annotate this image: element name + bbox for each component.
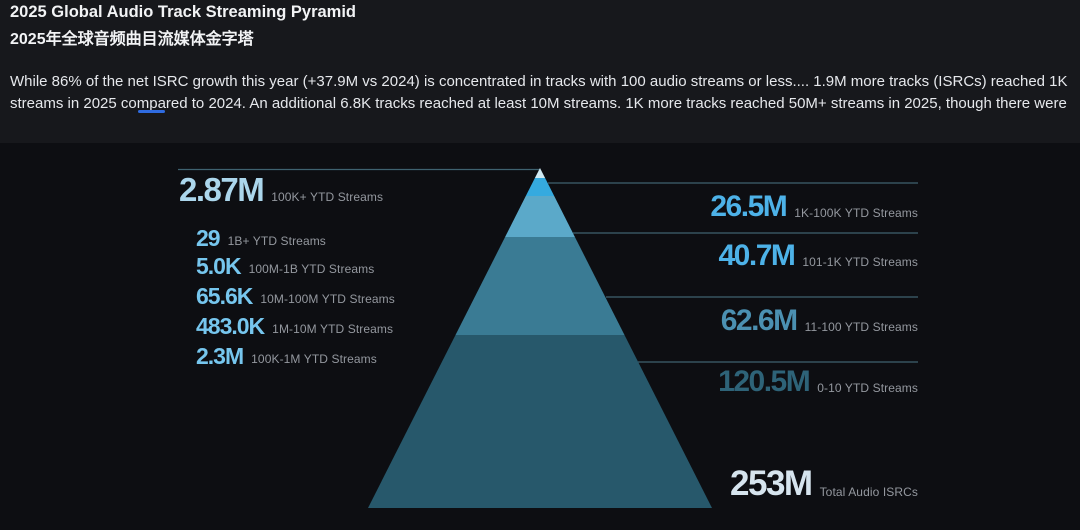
callout-1m-10m-label: 1M-10M YTD Streams bbox=[272, 322, 394, 336]
callout-total-value: 253M bbox=[730, 464, 813, 503]
callout-101-1k-label: 101-1K YTD Streams bbox=[802, 255, 918, 269]
callout-100kplus-label: 100K+ YTD Streams bbox=[271, 190, 384, 204]
pyramid-segment-0-10 bbox=[368, 335, 712, 508]
pyramid-chart-panel: 2.87M 100K+ YTD Streams 29 1B+ YTD Strea… bbox=[0, 143, 1080, 530]
callout-100kplus: 2.87M 100K+ YTD Streams bbox=[179, 173, 383, 206]
callout-0-10-value: 120.5M bbox=[718, 365, 811, 398]
summary-paragraph-line-1: While 86% of the net ISRC growth this ye… bbox=[10, 73, 1068, 90]
header: 2025 Global Audio Track Streaming Pyrami… bbox=[0, 0, 1080, 143]
summary-text-before: streams in 2025 bbox=[10, 95, 121, 112]
callout-0-10: 120.5M 0-10 YTD Streams bbox=[718, 367, 918, 397]
pyramid-svg bbox=[178, 168, 918, 508]
callout-1bplus-label: 1B+ YTD Streams bbox=[227, 234, 326, 248]
callout-10m-100m: 65.6K 10M-100M YTD Streams bbox=[196, 285, 395, 308]
callout-100m-1b-label: 100M-1B YTD Streams bbox=[248, 262, 375, 276]
pyramid-segment-1k-100k bbox=[525, 178, 555, 196]
callout-100k-1m: 2.3M 100K-1M YTD Streams bbox=[196, 345, 377, 368]
pyramid-segment-11-100 bbox=[455, 237, 625, 335]
callout-1m-10m-value: 483.0K bbox=[196, 313, 265, 339]
callout-101-1k-value: 40.7M bbox=[718, 239, 795, 272]
callout-100m-1b-value: 5.0K bbox=[196, 253, 242, 279]
summary-text-marked-word: compared bbox=[120, 95, 188, 112]
page-title: 2025 Global Audio Track Streaming Pyrami… bbox=[10, 3, 357, 21]
pyramid-segment-101-1k bbox=[505, 196, 575, 237]
callout-1k-100k-label: 1K-100K YTD Streams bbox=[794, 206, 918, 220]
callout-1k-100k: 26.5M 1K-100K YTD Streams bbox=[710, 192, 918, 222]
summary-paragraph-line-2: streams in 2025 compared to 2024. An add… bbox=[10, 94, 1067, 114]
callout-101-1k: 40.7M 101-1K YTD Streams bbox=[718, 241, 918, 271]
callout-total: 253M Total Audio ISRCs bbox=[730, 466, 918, 501]
callout-0-10-label: 0-10 YTD Streams bbox=[817, 381, 918, 395]
callout-100kplus-value: 2.87M bbox=[179, 171, 265, 208]
callout-100k-1m-value: 2.3M bbox=[196, 343, 244, 369]
callout-1m-10m: 483.0K 1M-10M YTD Streams bbox=[196, 315, 393, 338]
summary-text-after: to 2024. An additional 6.8K tracks reach… bbox=[187, 95, 1067, 112]
callout-1bplus-value: 29 bbox=[196, 225, 221, 251]
callout-total-label: Total Audio ISRCs bbox=[819, 485, 918, 499]
grammar-underline-mark bbox=[138, 110, 165, 113]
callout-11-100-label: 11-100 YTD Streams bbox=[804, 320, 918, 334]
callout-11-100-value: 62.6M bbox=[720, 304, 798, 337]
callout-11-100: 62.6M 11-100 YTD Streams bbox=[721, 306, 918, 336]
callout-100m-1b: 5.0K 100M-1B YTD Streams bbox=[196, 255, 374, 278]
callout-1k-100k-value: 26.5M bbox=[710, 190, 787, 223]
callout-100k-1m-label: 100K-1M YTD Streams bbox=[251, 352, 377, 366]
page-subtitle-chinese: 2025年全球音频曲目流媒体金字塔 bbox=[10, 31, 254, 48]
callout-1bplus: 29 1B+ YTD Streams bbox=[196, 227, 326, 250]
callout-10m-100m-label: 10M-100M YTD Streams bbox=[260, 292, 395, 306]
pyramid-segment-100kplus bbox=[534, 168, 546, 178]
callout-10m-100m-value: 65.6K bbox=[196, 283, 253, 309]
